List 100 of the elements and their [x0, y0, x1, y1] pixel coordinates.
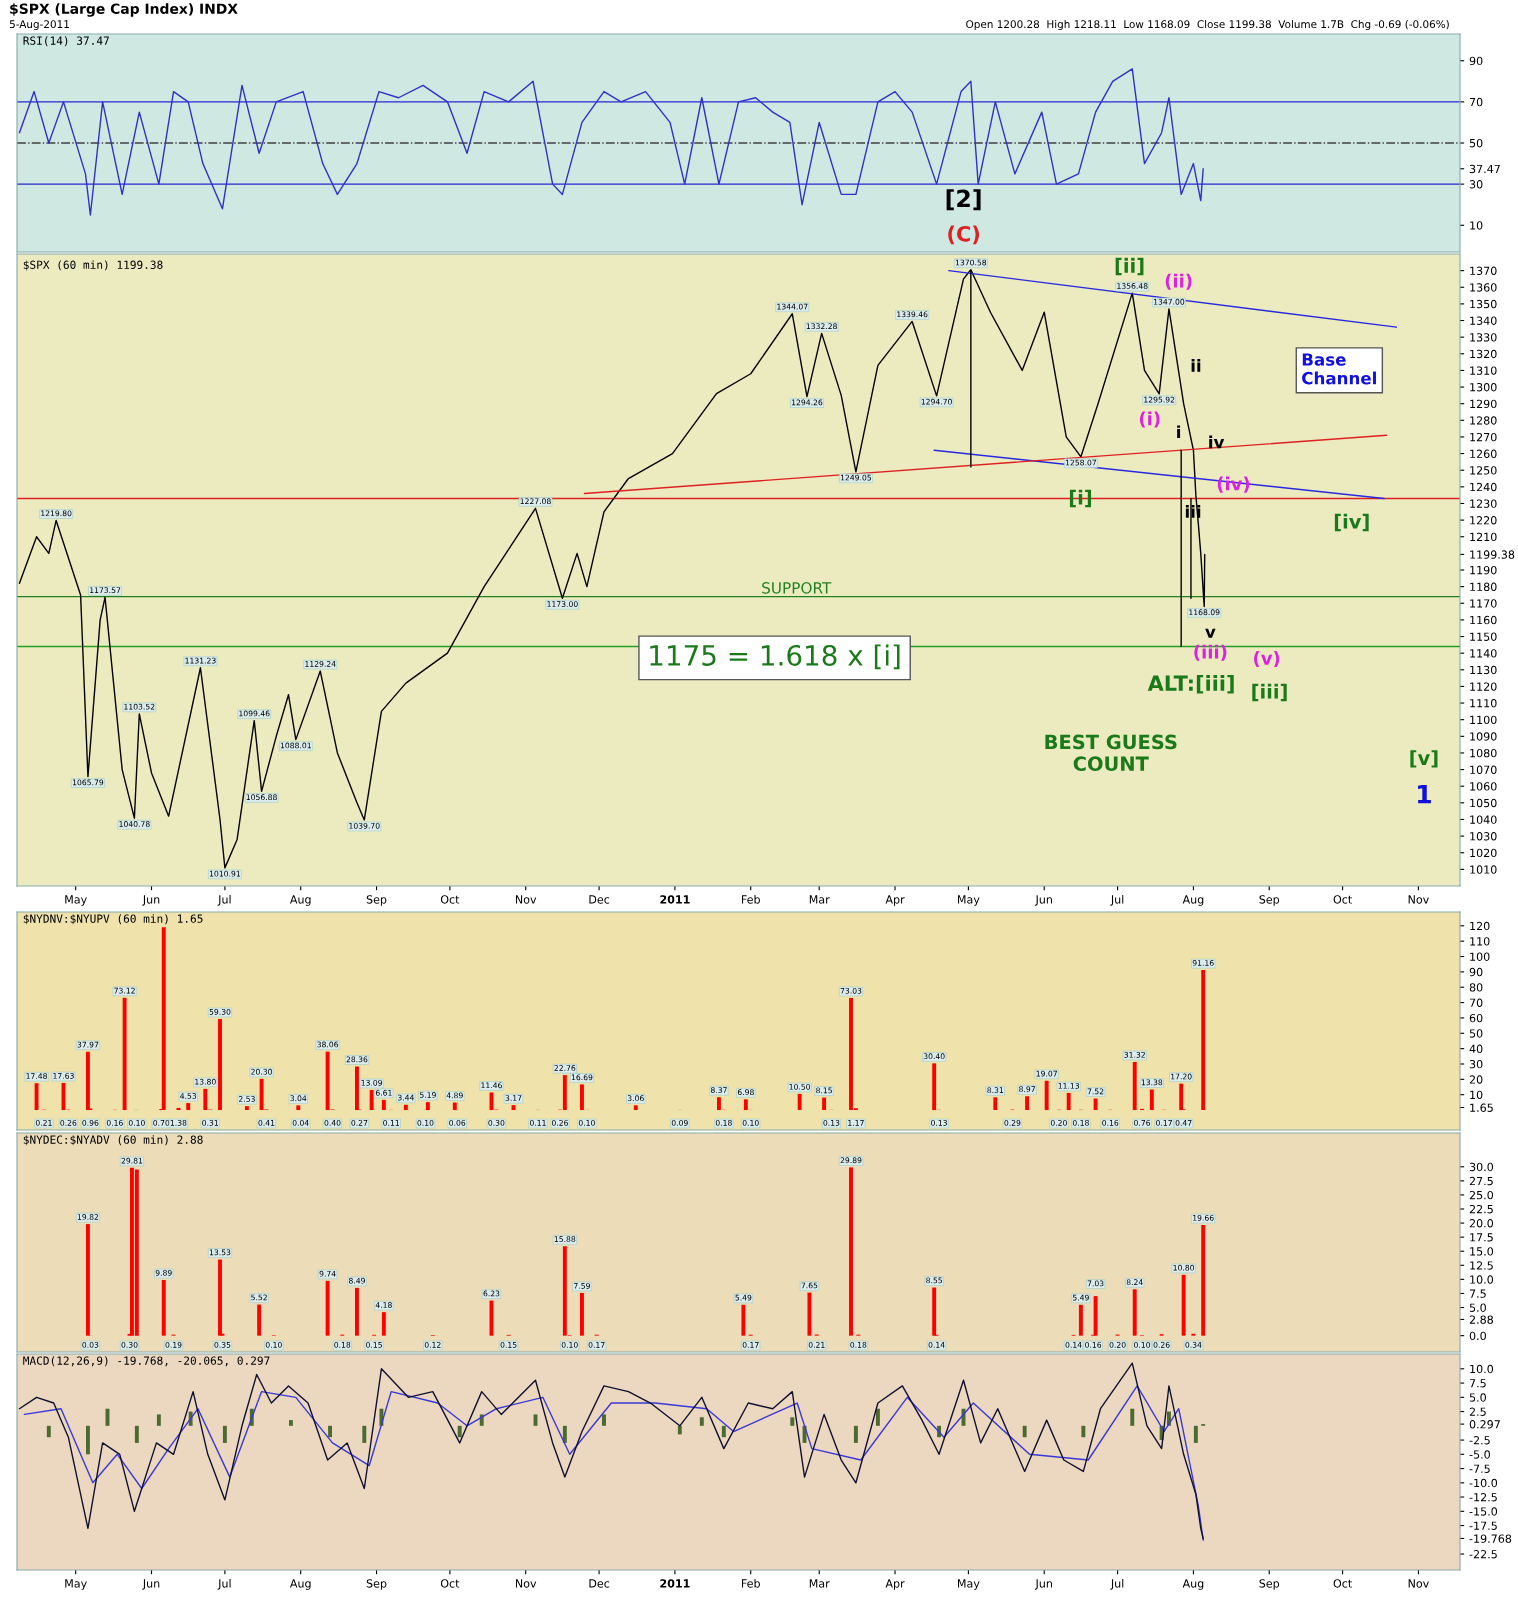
- y-tick-label: 70: [1469, 97, 1483, 107]
- y-tick-label: 1090: [1470, 732, 1497, 741]
- y-tick-label: 10: [1470, 221, 1483, 230]
- text: 5-Aug-2011: [9, 20, 69, 31]
- y-tick-label: 1150: [1470, 632, 1497, 641]
- x-tick-label: Oct: [1333, 895, 1352, 904]
- y-tick-label: 1280: [1470, 416, 1497, 425]
- annotation: [iii]: [1252, 683, 1287, 702]
- y-tick-label: -5.0: [1469, 1450, 1490, 1459]
- y-tick-label: 1020: [1470, 848, 1497, 858]
- y-tick-label: -12.5: [1469, 1493, 1497, 1502]
- y-tick-label: 70: [1469, 998, 1483, 1007]
- annotation: [v]: [1410, 750, 1438, 768]
- annotation: v: [1205, 628, 1216, 638]
- x-tick-label: May: [958, 1579, 980, 1590]
- y-tick-label: 80: [1469, 983, 1483, 992]
- y-tick-label: -22.5: [1469, 1550, 1497, 1559]
- ref-line-label: SUPPORT: [762, 582, 832, 594]
- x-tick-label: 2011: [660, 1579, 690, 1588]
- x-tick-label: Aug: [1182, 895, 1204, 906]
- x-tick-label: Aug: [289, 1579, 311, 1590]
- x-tick-label: Nov: [515, 1579, 537, 1588]
- annotation: [iv]: [1334, 513, 1369, 532]
- y-tick-label: 1100: [1470, 715, 1497, 725]
- x-tick-label: Apr: [885, 895, 905, 906]
- y-tick-label: 5.0: [1469, 1393, 1486, 1402]
- x-tick-label: Jul: [217, 895, 231, 906]
- y-tick-label: 1360: [1470, 283, 1497, 292]
- y-tick-label: 90: [1469, 967, 1483, 977]
- y-tick-label: 27.5: [1469, 1176, 1493, 1186]
- y-tick-label: 1010: [1470, 865, 1497, 874]
- y-tick-label: 1320: [1470, 349, 1497, 359]
- y-tick-label: 1210: [1470, 532, 1497, 542]
- y-tick-label: 5.0: [1469, 1303, 1486, 1312]
- y-tick-label: 1070: [1470, 765, 1497, 774]
- y-tick-label: 100: [1470, 952, 1490, 961]
- y-tick-label: 30: [1469, 1059, 1483, 1069]
- y-tick-label: 0.297: [1469, 1420, 1500, 1429]
- x-tick-label: Jul: [1110, 895, 1124, 906]
- x-tick-label: Sep: [366, 895, 387, 906]
- chart-title: RSI(14) 37.47: [23, 36, 109, 47]
- x-tick-label: Feb: [741, 895, 760, 904]
- x-tick-label: Jul: [217, 1579, 231, 1590]
- annotation: [2]: [946, 189, 981, 211]
- y-tick-label: 1110: [1470, 699, 1497, 708]
- x-tick-label: Nov: [1408, 895, 1429, 904]
- y-tick-label: 1030: [1470, 832, 1497, 841]
- x-tick-label: Mar: [809, 895, 830, 904]
- y-tick-label: -19.768: [1469, 1534, 1512, 1543]
- y-tick-label: 1199.38: [1470, 550, 1515, 559]
- y-tick-label: 50: [1469, 138, 1483, 148]
- x-tick-label: May: [65, 1579, 87, 1590]
- chart-title: $NYDNV:$NYUPV (60 min) 1.65: [23, 914, 203, 925]
- y-tick-label: 60: [1469, 1013, 1483, 1023]
- y-tick-label: 7.5: [1469, 1379, 1486, 1388]
- y-tick-label: 1060: [1470, 782, 1497, 791]
- x-tick-label: May: [958, 895, 980, 906]
- x-tick-label: Mar: [809, 1579, 830, 1588]
- x-tick-label: Apr: [885, 1579, 905, 1590]
- y-tick-label: 7.5: [1469, 1289, 1486, 1298]
- x-tick-label: Jul: [1110, 1579, 1124, 1590]
- x-tick-label: Nov: [515, 895, 537, 904]
- y-tick-label: 1350: [1470, 299, 1497, 309]
- y-tick-label: 1290: [1470, 399, 1497, 409]
- y-tick-label: 10: [1470, 1090, 1483, 1100]
- x-tick-label: Oct: [440, 1579, 460, 1588]
- y-tick-label: 1230: [1470, 499, 1497, 508]
- y-tick-label: 10.0: [1470, 1275, 1494, 1284]
- y-tick-label: 1.65: [1470, 1103, 1493, 1112]
- y-tick-label: 1140: [1470, 649, 1497, 658]
- x-tick-label: Aug: [1182, 1579, 1204, 1590]
- y-tick-label: 1120: [1470, 682, 1497, 691]
- x-tick-label: Jun: [142, 1579, 160, 1590]
- y-tick-label: 90: [1469, 56, 1483, 66]
- y-tick-label: 20: [1469, 1075, 1483, 1084]
- x-tick-label: Jun: [142, 895, 160, 906]
- x-tick-label: Oct: [440, 895, 460, 904]
- y-tick-label: 1040: [1470, 815, 1497, 824]
- y-tick-label: 12.5: [1470, 1261, 1493, 1270]
- text: $SPX (Large Cap Index) INDX: [10, 3, 238, 17]
- y-tick-label: 2.5: [1469, 1407, 1486, 1416]
- y-tick-label: 1220: [1470, 516, 1497, 525]
- y-tick-label: 1370: [1470, 266, 1497, 276]
- y-tick-label: 22.5: [1469, 1204, 1493, 1214]
- annotation: i: [1177, 425, 1181, 439]
- y-tick-label: 15.0: [1470, 1247, 1494, 1256]
- x-tick-label: Sep: [1259, 895, 1280, 906]
- y-tick-label: 1270: [1470, 432, 1497, 442]
- y-tick-label: 17.5: [1470, 1233, 1493, 1242]
- y-tick-label: 1300: [1470, 383, 1497, 392]
- y-tick-label: 50: [1469, 1029, 1483, 1038]
- y-tick-label: 1160: [1470, 615, 1497, 625]
- y-tick-label: 1340: [1470, 316, 1497, 325]
- y-tick-label: 1080: [1470, 748, 1497, 758]
- y-tick-label: 1180: [1470, 582, 1497, 592]
- annotation: (i): [1139, 411, 1160, 428]
- x-tick-label: Aug: [289, 895, 311, 906]
- x-tick-label: Dec: [589, 1579, 610, 1588]
- annotation: (C): [948, 225, 979, 245]
- y-tick-label: -10.0: [1469, 1478, 1498, 1488]
